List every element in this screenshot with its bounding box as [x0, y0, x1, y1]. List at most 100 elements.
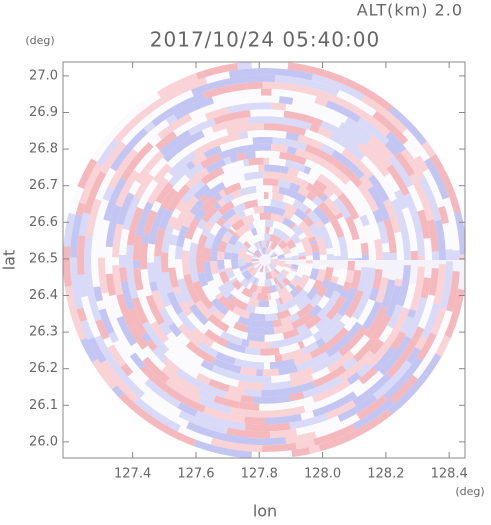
x-tick-label: 127.8: [241, 467, 278, 482]
radar-cell: [321, 279, 331, 289]
radar-cell: [234, 95, 280, 105]
radar-cell: [209, 205, 219, 214]
radar-cell: [91, 359, 117, 390]
radar-cell: [173, 113, 208, 137]
radar-cell: [268, 249, 274, 256]
radar-cell: [234, 372, 272, 384]
radar-cell: [228, 295, 238, 305]
radar-cell: [148, 134, 162, 147]
radar-cell: [406, 346, 422, 365]
radar-cell: [306, 287, 319, 301]
radar-cell: [194, 300, 213, 319]
radar-cell: [186, 421, 239, 444]
radar-cell: [195, 67, 215, 80]
radar-cell: [360, 155, 374, 169]
radar-cell: [252, 219, 262, 229]
radar-cell: [127, 371, 162, 404]
radar-cell: [98, 219, 110, 258]
radar-cell: [271, 258, 278, 260]
radar-cell: [217, 200, 235, 216]
radar-cell: [173, 96, 214, 120]
radar-cell: [318, 201, 335, 219]
radar-cell: [245, 304, 256, 314]
radar-cell: [320, 193, 329, 203]
radar-cell: [111, 385, 125, 398]
radar-cell: [250, 109, 285, 118]
radar-cell: [363, 350, 375, 362]
radar-cell: [236, 152, 246, 161]
radar-cell: [176, 332, 191, 347]
radar-cell: [175, 376, 201, 396]
radar-cell: [204, 181, 226, 200]
radar-cell: [185, 167, 210, 189]
radar-cell: [381, 243, 390, 253]
radar-cell: [409, 173, 434, 221]
radar-cell: [263, 157, 270, 165]
radar-cell: [145, 294, 165, 326]
radar-cell: [298, 251, 306, 257]
radar-cell: [265, 272, 269, 280]
radar-cell: [387, 372, 429, 415]
radar-cell: [213, 192, 223, 202]
radar-cell: [277, 260, 285, 265]
radar-cell: [286, 146, 297, 155]
radar-cell: [260, 247, 264, 255]
radar-cell: [91, 198, 109, 249]
radar-cell: [289, 287, 300, 298]
radar-cell: [181, 179, 205, 204]
radar-cell: [260, 348, 271, 356]
radar-cell: [261, 286, 272, 294]
radar-cell: [281, 405, 306, 417]
radar-cell: [161, 365, 180, 382]
radar-cell: [287, 62, 346, 84]
radar-cell: [384, 140, 401, 157]
radar-cell: [251, 259, 259, 262]
radar-cell: [297, 274, 310, 289]
radar-cell: [290, 268, 298, 273]
radar-cell: [174, 259, 185, 280]
radar-cell: [119, 392, 149, 420]
radar-cell: [152, 346, 169, 364]
radar-cell: [356, 142, 390, 177]
radar-cell: [295, 241, 306, 254]
radar-cell: [218, 189, 227, 198]
radar-cell: [78, 212, 91, 237]
radar-cell: [221, 208, 237, 222]
radar-cell: [133, 268, 144, 291]
radar-cell: [271, 373, 291, 383]
radar-cell: [249, 268, 256, 274]
radar-cell: [258, 164, 265, 172]
radar-cell: [264, 334, 269, 342]
radar-cell: [154, 256, 164, 284]
radar-cell: [238, 252, 246, 258]
radar-cell: [269, 284, 278, 293]
radar-cell: [70, 213, 83, 258]
radar-cell: [156, 282, 172, 308]
radar-cell: [284, 202, 298, 214]
radar-cell: [386, 164, 410, 196]
radar-cell: [217, 284, 232, 299]
radar-cell: [280, 294, 291, 304]
radar-cell: [275, 298, 281, 306]
radar-cell: [231, 246, 241, 254]
radar-cell: [223, 156, 232, 165]
radar-cell: [212, 272, 224, 288]
radar-cell: [325, 327, 349, 349]
radar-cell: [345, 270, 355, 284]
radar-cell: [309, 304, 323, 318]
radar-cell: [75, 202, 86, 216]
radar-cell: [372, 209, 384, 224]
radar-cell: [168, 151, 197, 177]
radar-cell: [227, 227, 235, 236]
radar-cell: [181, 195, 199, 215]
radar-cell: [239, 131, 249, 140]
radar-cell: [401, 207, 418, 252]
radar-cell: [119, 228, 130, 255]
radar-cell: [365, 210, 381, 241]
radar-cell: [286, 239, 297, 250]
radar-cell: [213, 395, 240, 409]
radar-cell: [312, 351, 343, 373]
radar-cell: [155, 182, 174, 204]
radar-cell: [430, 154, 458, 202]
radar-cell: [265, 265, 269, 273]
